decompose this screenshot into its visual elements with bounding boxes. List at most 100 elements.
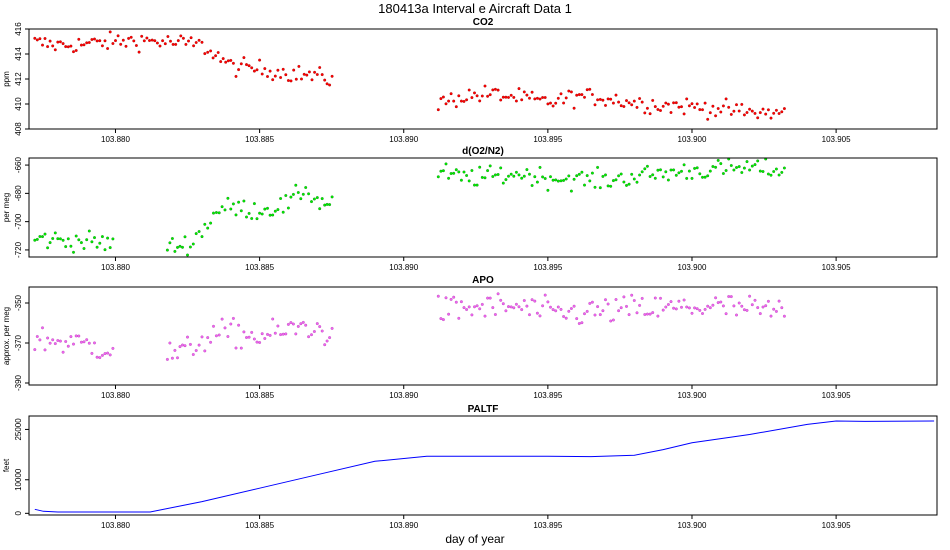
data-point: [134, 44, 138, 47]
data-point: [703, 307, 707, 311]
data-point: [206, 50, 210, 54]
data-point: [695, 307, 699, 311]
data-point: [640, 296, 644, 300]
data-point: [103, 248, 107, 252]
data-point: [496, 292, 500, 296]
data-point: [735, 166, 738, 169]
data-point: [590, 300, 594, 304]
data-point: [567, 89, 571, 93]
data-point: [43, 232, 47, 236]
data-point: [200, 335, 204, 339]
data-point: [701, 175, 704, 179]
data-point: [703, 101, 707, 105]
paltf-line: [34, 420, 935, 513]
y-tick-label: 410: [14, 97, 23, 111]
data-point: [473, 91, 476, 95]
data-point: [761, 305, 765, 309]
data-point: [77, 37, 81, 41]
data-point: [564, 177, 568, 181]
data-point: [780, 110, 784, 114]
data-point: [493, 313, 497, 316]
data-point: [186, 335, 189, 339]
data-point: [444, 162, 448, 166]
data-point: [528, 96, 531, 100]
data-point: [750, 303, 754, 307]
data-point: [46, 246, 50, 250]
data-point: [546, 300, 550, 304]
data-point: [281, 67, 285, 71]
data-point: [622, 295, 626, 299]
data-point: [325, 82, 329, 86]
data-point: [774, 167, 778, 171]
data-point: [509, 172, 513, 176]
data-point: [313, 70, 317, 74]
data-point: [239, 346, 243, 350]
y-tick-label: 416: [14, 22, 23, 36]
data-point: [583, 312, 586, 316]
data-point: [299, 322, 303, 326]
data-point: [735, 103, 738, 107]
data-point: [551, 178, 555, 182]
data-point: [690, 311, 694, 315]
data-point: [318, 325, 322, 329]
data-point: [296, 324, 300, 328]
data-point: [465, 174, 469, 177]
data-point: [764, 112, 768, 116]
data-point: [209, 221, 213, 225]
data-point: [546, 102, 550, 106]
data-point: [170, 356, 174, 360]
data-point: [716, 158, 720, 162]
data-point: [171, 42, 175, 46]
data-point: [318, 207, 322, 211]
data-point: [87, 229, 91, 233]
data-point: [320, 197, 324, 201]
data-point: [116, 34, 120, 38]
data-point: [462, 99, 466, 103]
data-point: [33, 348, 37, 352]
data-point: [436, 108, 440, 112]
data-point: [268, 69, 272, 73]
data-point: [680, 169, 683, 173]
data-point: [212, 324, 215, 328]
data-point: [72, 342, 75, 346]
apo-points: [33, 292, 786, 361]
data-point: [304, 186, 308, 189]
data-point: [520, 176, 524, 180]
data-point: [103, 39, 107, 43]
data-point: [643, 313, 647, 316]
panel-co2: CO2 103.880 103.885 103.890 103.895 103.900 1…: [2, 17, 938, 144]
data-point: [247, 211, 251, 215]
data-point: [564, 96, 568, 100]
data-point: [121, 38, 125, 42]
data-point: [245, 336, 248, 339]
data-point: [627, 182, 631, 186]
data-point: [41, 326, 44, 330]
data-point: [535, 180, 539, 184]
data-point: [263, 337, 267, 340]
data-point: [161, 39, 165, 43]
x-tick-label: 103.895: [533, 135, 562, 144]
data-point: [535, 311, 539, 315]
y-tick-label: 25000: [14, 418, 23, 441]
data-point: [491, 306, 495, 310]
data-point: [33, 36, 37, 40]
data-point: [635, 311, 639, 315]
data-point: [194, 41, 198, 44]
data-point: [452, 99, 456, 103]
data-point: [170, 237, 174, 240]
data-point: [209, 340, 213, 344]
data-point: [742, 113, 746, 117]
data-point: [554, 178, 558, 182]
data-point: [716, 107, 720, 110]
data-point: [271, 78, 275, 82]
data-point: [98, 356, 102, 360]
data-point: [35, 38, 39, 42]
data-point: [559, 92, 563, 96]
data-point: [774, 108, 778, 112]
data-point: [255, 340, 259, 344]
data-point: [255, 217, 259, 221]
data-point: [687, 104, 691, 108]
y-axis-label: ppm: [2, 71, 11, 87]
data-point: [106, 351, 110, 355]
data-point: [268, 333, 272, 337]
